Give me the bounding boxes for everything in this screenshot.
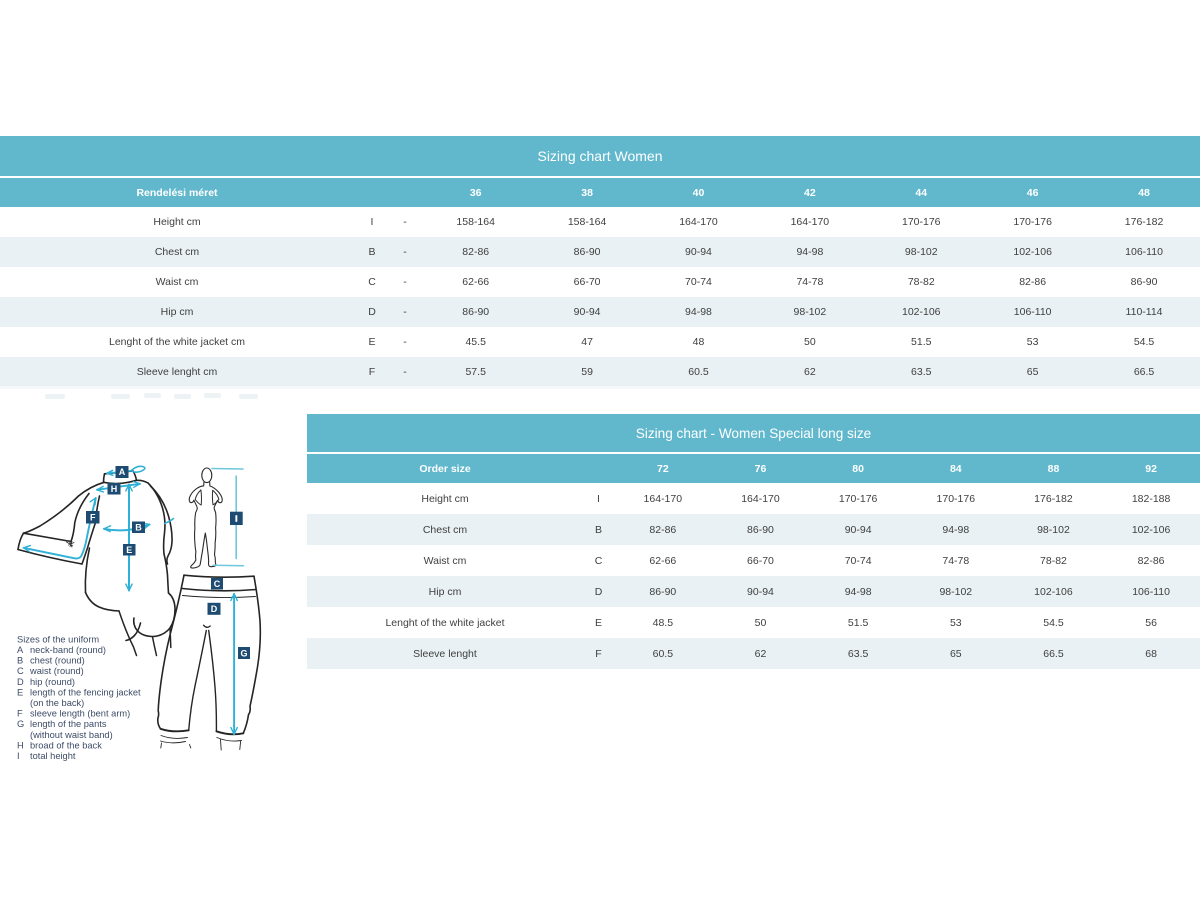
svg-text:F: F — [17, 709, 23, 719]
svg-text:G: G — [17, 719, 24, 729]
svg-text:B: B — [135, 523, 142, 533]
svg-text:neck-band (round): neck-band (round) — [30, 645, 106, 655]
svg-text:F: F — [90, 513, 96, 523]
svg-text:chest (round): chest (round) — [30, 656, 85, 666]
svg-text:waist (round): waist (round) — [29, 666, 84, 676]
svg-text:A: A — [119, 467, 126, 477]
svg-text:D: D — [17, 677, 24, 687]
svg-text:G: G — [240, 648, 247, 658]
svg-text:D: D — [211, 604, 218, 614]
svg-text:A: A — [17, 645, 24, 655]
svg-text:total height: total height — [30, 751, 76, 761]
svg-text:C: C — [17, 666, 24, 676]
svg-text:sleeve length (bent arm): sleeve length (bent arm) — [30, 709, 130, 719]
svg-text:B: B — [17, 656, 23, 666]
svg-text:(without waist band): (without waist band) — [30, 730, 113, 740]
svg-text:H: H — [17, 740, 24, 750]
svg-text:C: C — [214, 579, 221, 589]
svg-text:H: H — [111, 484, 118, 494]
svg-text:broad of the back: broad of the back — [30, 740, 102, 750]
svg-text:I: I — [17, 751, 20, 761]
svg-text:E: E — [126, 545, 132, 555]
svg-text:(on the back): (on the back) — [30, 698, 84, 708]
svg-text:E: E — [17, 687, 23, 697]
svg-text:length of the pants: length of the pants — [30, 719, 107, 729]
svg-text:hip (round): hip (round) — [30, 677, 75, 687]
svg-text:length of the fencing jacket: length of the fencing jacket — [30, 687, 141, 697]
svg-text:Sizes of the uniform: Sizes of the uniform — [17, 634, 99, 644]
